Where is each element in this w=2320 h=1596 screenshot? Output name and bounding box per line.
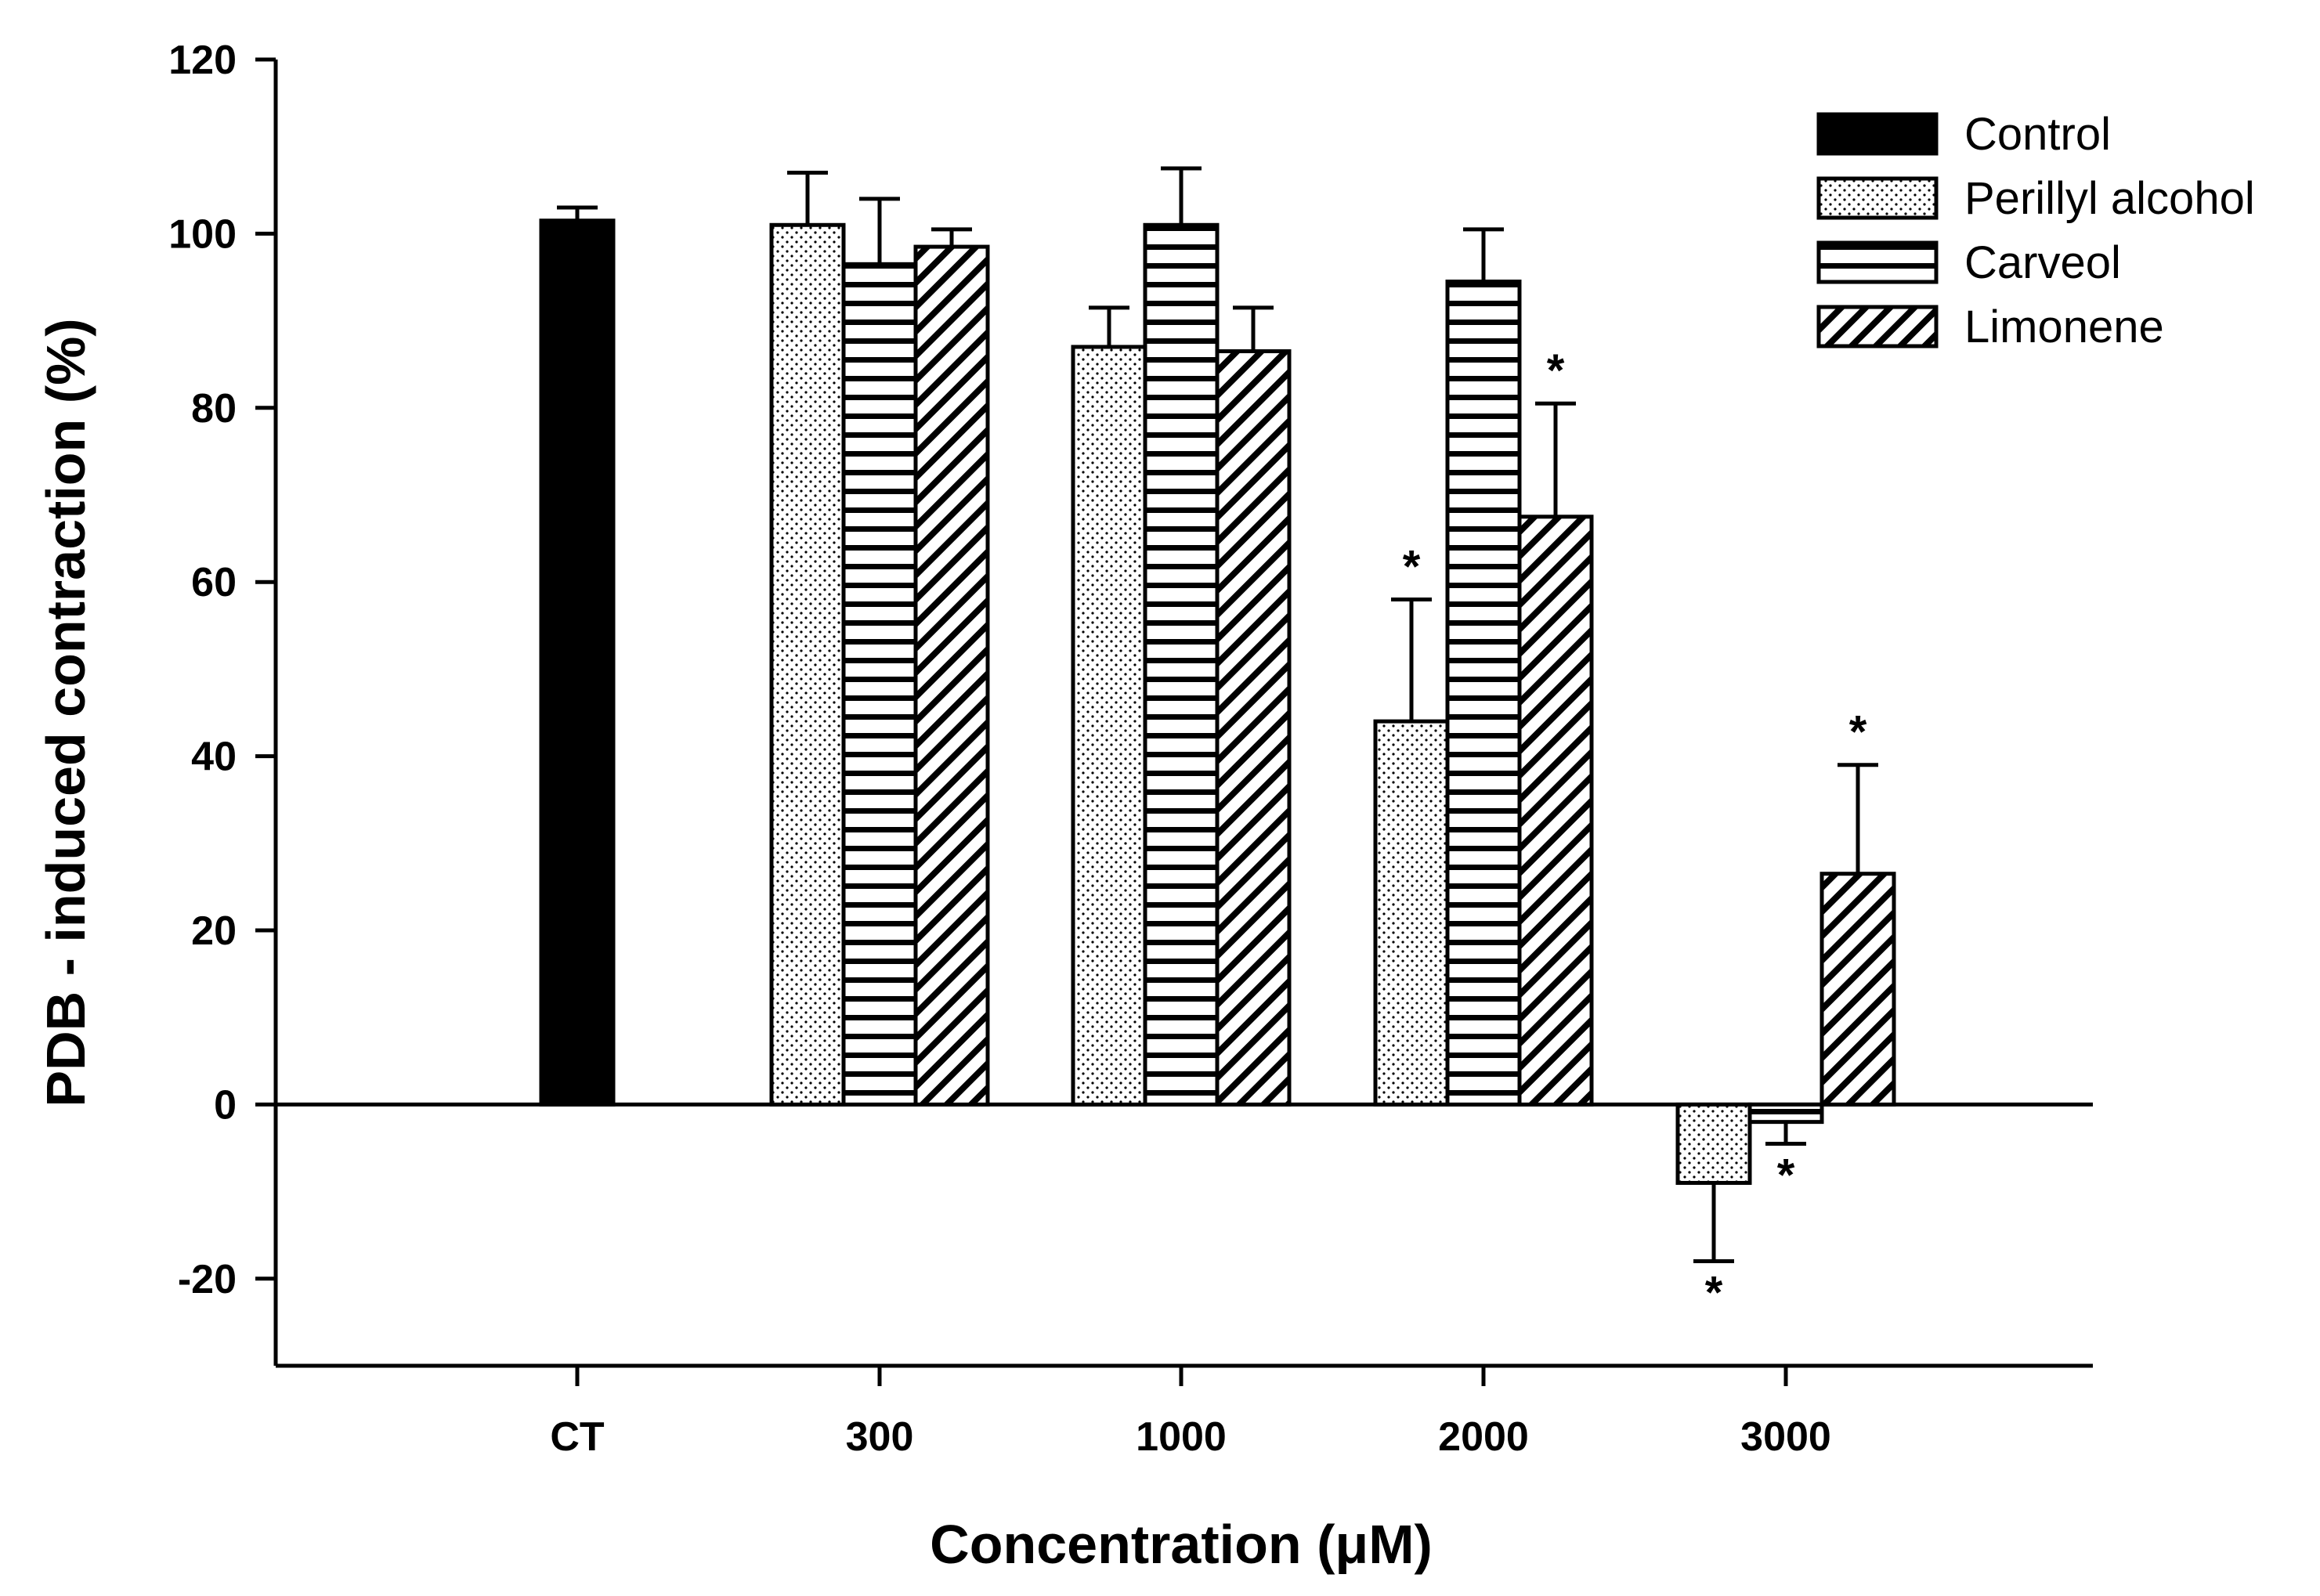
y-tick-label: 40 <box>191 735 237 780</box>
bar-control <box>539 218 616 1107</box>
x-tick-label: 3000 <box>1740 1414 1831 1460</box>
bar-carveol <box>1747 1102 1824 1125</box>
bar-perillyl-alcohol <box>1373 719 1450 1107</box>
y-tick-label: 80 <box>191 386 237 431</box>
y-tick-label: 60 <box>191 560 237 605</box>
x-axis-title: Concentration (μM) <box>930 1514 1433 1575</box>
y-tick-label: 0 <box>214 1082 237 1128</box>
legend-label: Perillyl alcohol <box>1964 173 2255 224</box>
y-tick-label: 20 <box>191 908 237 954</box>
bar-carveol <box>841 262 918 1107</box>
legend-label: Limonene <box>1964 302 2164 352</box>
significance-marker: * <box>1705 1268 1723 1319</box>
y-tick-label: 120 <box>168 38 237 83</box>
labels: -20 0 20 40 60 80 100 120 CT 300 1000 2000 3000 * * * * * <box>168 38 1866 1460</box>
legend-label: Carveol <box>1964 237 2121 288</box>
x-tick-label: 1000 <box>1136 1414 1227 1460</box>
x-tick-label: 300 <box>846 1414 914 1460</box>
significance-marker: * <box>1547 345 1565 396</box>
bar-limonene <box>913 244 990 1107</box>
y-tick-label: 100 <box>168 211 237 257</box>
significance-marker: * <box>1849 707 1867 758</box>
x-tick-label: 2000 <box>1438 1414 1529 1460</box>
x-tick-label: CT <box>550 1414 605 1460</box>
bar-limonene <box>1820 872 1896 1107</box>
significance-marker: * <box>1403 541 1421 592</box>
legend: Control Perillyl alcohol Carveol Limonene <box>1816 109 2255 352</box>
legend-label: Control <box>1964 109 2111 160</box>
y-axis-title: PDB - induced contraction (%) <box>35 318 96 1107</box>
bar-limonene <box>1215 349 1292 1107</box>
bar-carveol <box>1445 280 1522 1107</box>
bar-perillyl-alcohol <box>1675 1102 1752 1185</box>
bar-perillyl-alcohol <box>1071 345 1147 1107</box>
significance-marker: * <box>1777 1150 1795 1201</box>
legend-swatch <box>1816 305 1939 348</box>
bar-perillyl-alcohol <box>769 222 846 1107</box>
bar-carveol <box>1143 222 1220 1107</box>
bar-limonene <box>1517 515 1594 1107</box>
bars <box>539 166 1896 1264</box>
legend-swatch <box>1816 240 1939 284</box>
legend-swatch <box>1816 112 1939 156</box>
legend-swatch <box>1816 176 1939 220</box>
y-tick-label: -20 <box>178 1257 237 1302</box>
